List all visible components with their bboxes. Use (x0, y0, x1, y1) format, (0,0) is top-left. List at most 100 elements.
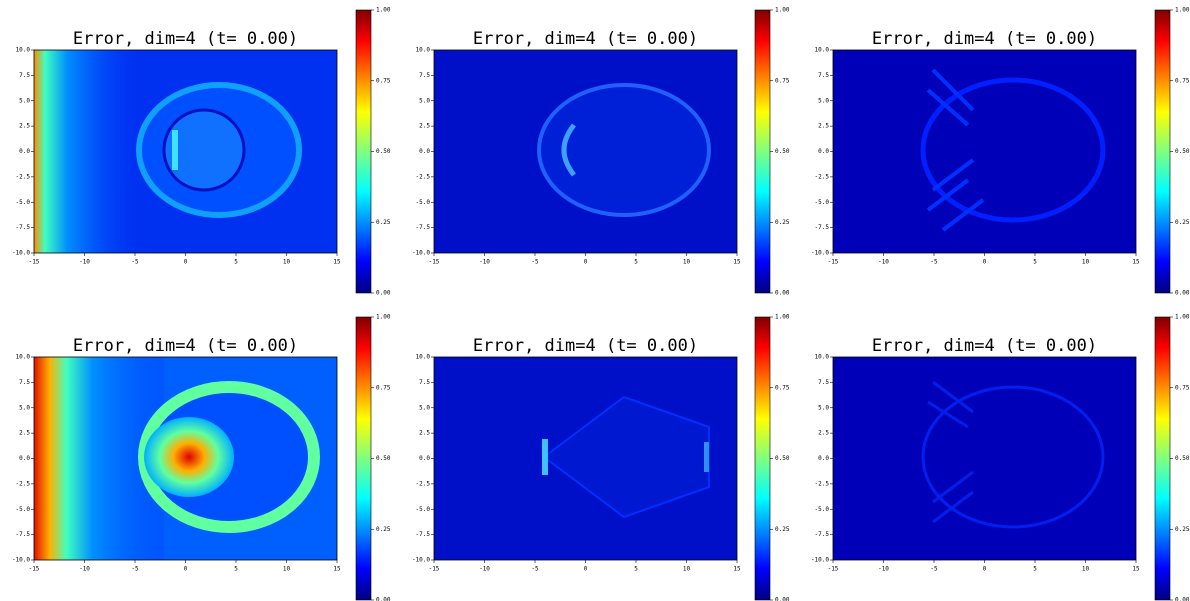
y-tick-label: 10.0 (416, 354, 431, 361)
y-tick-label: -7.5 (416, 224, 431, 231)
y-tick-label: 0.0 (818, 148, 829, 155)
y-tick-label: 2.5 (818, 123, 829, 130)
colorbar-tick-label: 1.00 (1175, 314, 1190, 321)
y-tick-label: -2.5 (16, 480, 31, 487)
y-tick-label: -5.0 (416, 199, 431, 206)
x-tick-label: -5 (531, 259, 539, 266)
x-tick-label: 10 (283, 566, 291, 573)
y-tick-label: 0.0 (419, 455, 430, 462)
x-tick-label: 0 (584, 259, 588, 266)
x-tick-label: -10 (878, 566, 889, 573)
y-tick-label: 5.0 (419, 404, 430, 411)
x-tick-label: -10 (479, 566, 490, 573)
x-tick-label: 10 (1082, 259, 1090, 266)
y-tick-label: 5.0 (419, 97, 430, 104)
y-tick-label: -5.0 (416, 506, 431, 513)
ring (921, 385, 1105, 529)
y-tick-label: 10.0 (815, 354, 830, 361)
panel-title: Error, dim=4 (t= 0.00) (872, 29, 1097, 49)
ring (537, 83, 711, 217)
panel-title: Error, dim=4 (t= 0.00) (73, 29, 298, 49)
y-tick-label: 7.5 (19, 379, 30, 386)
x-tick-label: 15 (1132, 259, 1140, 266)
y-tick-label: 10.0 (16, 47, 31, 54)
y-tick-label: 2.5 (19, 123, 30, 130)
x-tick-label: -15 (828, 566, 839, 573)
x-tick-label: 5 (634, 259, 638, 266)
panel-title: Error, dim=4 (t= 0.00) (473, 336, 698, 356)
heatmap-image (833, 50, 1136, 253)
y-tick-label: 0.0 (818, 455, 829, 462)
y-tick-label: 10.0 (16, 354, 31, 361)
colorbar-tick-label: 0.00 (376, 597, 391, 601)
heatmap-image (833, 357, 1136, 560)
streak (172, 130, 178, 170)
heatmap-image (434, 50, 737, 253)
x-tick-label: -10 (479, 259, 490, 266)
y-tick-label: 2.5 (19, 430, 30, 437)
x-tick-label: -10 (878, 259, 889, 266)
arc (561, 123, 577, 177)
y-tick-label: -7.5 (16, 224, 31, 231)
x-tick-label: 10 (683, 566, 691, 573)
panel-title: Error, dim=4 (t= 0.00) (872, 336, 1097, 356)
x-tick-label: 15 (733, 566, 741, 573)
colorbar-tick-label: 0.50 (775, 148, 790, 155)
streak (542, 439, 548, 475)
x-tick-label: 15 (1132, 566, 1140, 573)
colorbar-tick-label: 0.00 (1175, 290, 1190, 297)
y-tick-label: -2.5 (815, 480, 830, 487)
y-tick-label: 5.0 (19, 97, 30, 104)
colorbar-tick-label: 1.00 (376, 314, 391, 321)
x-tick-label: -5 (131, 566, 139, 573)
field (34, 50, 144, 253)
streak (704, 442, 709, 472)
x-tick-label: -15 (429, 259, 440, 266)
hot-spot (144, 417, 234, 497)
colorbar-tick-label: 0.75 (775, 384, 790, 391)
x-tick-label: 5 (1033, 566, 1037, 573)
x-tick-label: -5 (930, 259, 938, 266)
y-tick-label: -7.5 (416, 531, 431, 538)
colorbar (1154, 316, 1171, 601)
x-tick-label: 5 (1033, 259, 1037, 266)
x-tick-label: 5 (634, 566, 638, 573)
colorbar-tick-label: 0.25 (775, 526, 790, 533)
colorbar-tick-label: 0.50 (376, 148, 391, 155)
y-tick-label: -10.0 (12, 557, 30, 564)
y-tick-label: 10.0 (416, 47, 431, 54)
y-tick-label: 5.0 (818, 404, 829, 411)
colorbar-tick-label: 0.50 (376, 455, 391, 462)
x-tick-label: 10 (1082, 566, 1090, 573)
field (833, 50, 1136, 253)
y-tick-label: -10.0 (412, 557, 430, 564)
colorbar-tick-label: 0.25 (376, 219, 391, 226)
y-tick-label: -2.5 (416, 173, 431, 180)
y-tick-label: 7.5 (419, 379, 430, 386)
y-tick-label: 7.5 (818, 379, 829, 386)
colorbar-tick-label: 0.00 (775, 597, 790, 601)
y-tick-label: 2.5 (419, 123, 430, 130)
stripes (926, 68, 985, 232)
colorbar-tick-label: 0.75 (376, 77, 391, 84)
y-tick-label: 2.5 (419, 430, 430, 437)
panel-title: Error, dim=4 (t= 0.00) (73, 336, 298, 356)
y-tick-label: -2.5 (416, 480, 431, 487)
colorbar (355, 316, 372, 601)
y-tick-label: 2.5 (818, 430, 829, 437)
colorbar-tick-label: 1.00 (376, 7, 391, 14)
colorbar-tick-label: 0.75 (1175, 384, 1190, 391)
colorbar-tick-label: 0.50 (1175, 148, 1190, 155)
y-tick-label: 7.5 (419, 72, 430, 79)
colorbar (355, 9, 372, 294)
heatmap-image (434, 357, 737, 560)
y-tick-label: -5.0 (815, 506, 830, 513)
y-tick-label: 5.0 (818, 97, 829, 104)
x-tick-label: 0 (983, 566, 987, 573)
x-tick-label: 0 (983, 259, 987, 266)
x-tick-label: 5 (234, 259, 238, 266)
colorbar-tick-label: 0.00 (775, 290, 790, 297)
panel-title: Error, dim=4 (t= 0.00) (473, 29, 698, 49)
ring (162, 108, 246, 192)
x-tick-label: 0 (184, 259, 188, 266)
